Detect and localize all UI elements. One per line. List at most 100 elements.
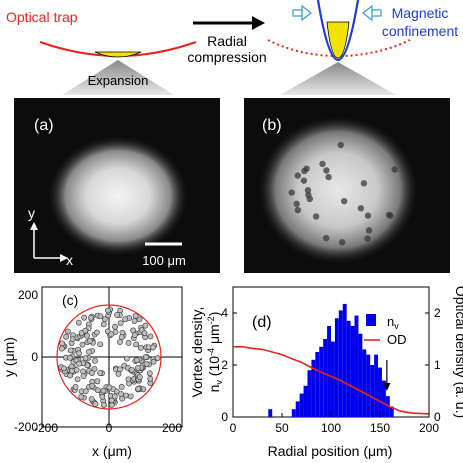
nv-bar	[334, 318, 339, 417]
vortex-point	[101, 316, 108, 323]
nv-bar	[358, 333, 363, 417]
legend-nv-swatch	[366, 314, 376, 326]
expansion-beam-right	[280, 62, 396, 95]
vortex-point	[112, 323, 118, 330]
vortex-core	[288, 189, 295, 196]
vortex-point	[125, 339, 132, 346]
vortex-core	[304, 187, 312, 194]
vortex-core	[325, 173, 332, 181]
magnetic-confinement-schematic: Magnetic confinement	[267, 0, 458, 95]
right-arrow-icon	[252, 16, 265, 30]
compression-arrow-right-icon	[361, 4, 382, 22]
vortex-point	[80, 373, 87, 379]
vortex-point	[146, 370, 153, 377]
nv-bar	[307, 370, 312, 417]
vortex-point	[117, 339, 123, 346]
up-arrow-icon	[30, 222, 38, 230]
nv-bar	[354, 315, 359, 417]
vortex-point	[133, 341, 139, 348]
vortex-point	[131, 318, 138, 324]
panel-c-label: (c)	[62, 292, 78, 308]
vortex-point	[86, 348, 92, 355]
y-left-label-line2: nv (10-4 μm-2)	[206, 312, 224, 393]
panel-d-label: (d)	[252, 314, 272, 331]
vortex-point	[81, 314, 88, 321]
nv-bar	[385, 396, 390, 417]
nv-bars	[268, 303, 394, 417]
nv-bar	[327, 326, 331, 417]
boundary-circle	[56, 304, 162, 410]
vortex-point	[99, 393, 106, 400]
legend-od-label: OD	[387, 332, 407, 347]
vortex-point	[108, 397, 115, 404]
vortex-point	[72, 384, 79, 390]
vortex-point	[94, 387, 101, 394]
vortex-point	[89, 370, 95, 376]
nv-bar	[303, 385, 308, 417]
nv-bar	[381, 380, 386, 417]
nv-bar	[295, 401, 300, 417]
vortex-point	[75, 319, 82, 326]
vortex-point	[111, 393, 118, 400]
x-tick-0: 0	[106, 421, 113, 435]
od-curve	[233, 346, 430, 415]
vortex-point	[88, 396, 95, 402]
vortex-point	[67, 372, 74, 379]
optical-trap-label: Optical trap	[6, 9, 78, 25]
compression-label: compression	[187, 49, 266, 65]
magnetic-label: Magnetic	[392, 5, 449, 21]
radial-compression-arrow: Radial compression	[187, 16, 267, 65]
legend-nv-label: nv	[387, 314, 399, 331]
vortex-point	[100, 321, 107, 328]
y-right-tick-label: 2	[434, 306, 441, 320]
vortex-point	[92, 401, 99, 407]
vortex-point	[67, 347, 74, 354]
vortex-point	[88, 314, 94, 321]
vortex-core	[364, 212, 372, 219]
vortex-point	[114, 312, 120, 318]
vortex-point	[78, 393, 85, 400]
vortex-core	[319, 160, 326, 168]
vortex-point	[61, 365, 67, 372]
vortex-point	[143, 354, 149, 360]
optical-trap-dotted-curve	[267, 39, 411, 58]
nv-bar	[370, 365, 375, 417]
vortex-point	[126, 380, 132, 387]
vortex-core	[341, 197, 348, 205]
vortex-point	[94, 378, 101, 385]
vortex-point	[100, 387, 107, 394]
vortex-point	[147, 375, 154, 382]
vortex-point	[117, 366, 123, 373]
vortex-point	[105, 307, 111, 314]
vortex-core	[303, 165, 310, 172]
vortex-point	[93, 329, 100, 336]
x-tick-label: 0	[230, 421, 237, 435]
vortex-point	[130, 327, 137, 334]
vortex-point	[141, 330, 148, 337]
vortex-point	[150, 358, 157, 365]
vortex-core	[391, 166, 398, 173]
vortex-point	[92, 357, 98, 364]
vortex-core	[294, 172, 302, 179]
panel-c: (c) -200 0 200 200 0 -200 x (μm) y (μm)	[1, 286, 183, 459]
nv-bar	[299, 393, 304, 417]
y-tick-0: 0	[31, 350, 38, 364]
vortex-point	[106, 384, 113, 391]
y-left-tick-label: 4	[221, 306, 228, 320]
nv-bar	[319, 346, 324, 417]
expansion-beam	[62, 60, 174, 95]
vortex-point	[63, 333, 70, 340]
vortex-core	[360, 180, 368, 187]
panel-a: (a) y x 100 μm	[14, 98, 220, 273]
vortex-point	[97, 341, 104, 348]
nv-bar	[323, 339, 328, 417]
vortex-point	[58, 345, 65, 352]
vortex-positions	[58, 306, 161, 408]
vortex-point	[108, 331, 115, 338]
vortex-point	[76, 360, 82, 367]
nv-bar	[315, 352, 320, 417]
vortex-core	[365, 227, 373, 234]
vortex-point	[142, 322, 149, 329]
